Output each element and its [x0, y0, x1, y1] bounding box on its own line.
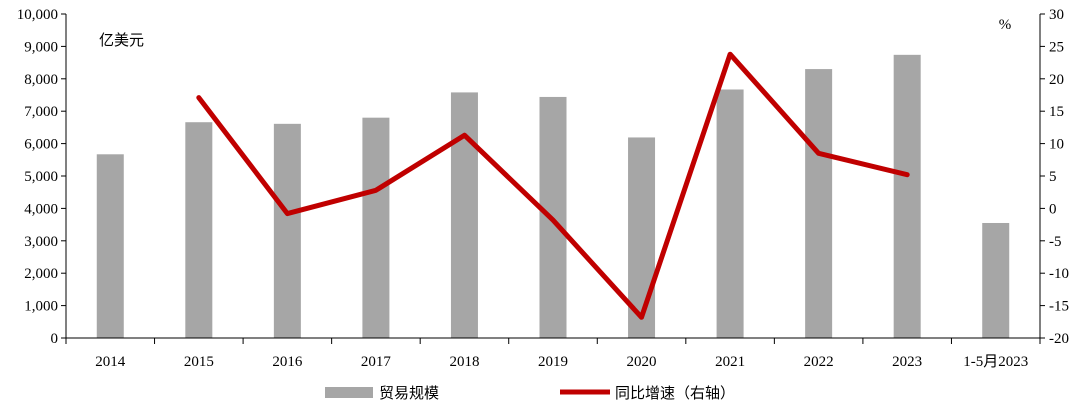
left-tick-label: 3,000 [24, 234, 58, 250]
bar-9 [893, 54, 921, 338]
left-tick-label: 0 [51, 331, 59, 347]
x-tick-label: 2016 [272, 354, 303, 370]
right-tick-label: 15 [1049, 104, 1064, 120]
bar-0 [96, 154, 124, 338]
left-tick-label: 2,000 [24, 266, 58, 282]
left-tick-label: 1,000 [24, 299, 58, 315]
right-tick-label: 20 [1049, 72, 1064, 88]
bar-3 [362, 117, 390, 339]
x-tick-label: 2015 [184, 354, 214, 370]
left-axis-unit: 亿美元 [99, 32, 144, 49]
x-tick-label: 2020 [627, 354, 657, 370]
bar-2 [273, 123, 301, 338]
x-tick-label: 2022 [804, 354, 834, 370]
left-tick-label: 8,000 [24, 72, 58, 88]
left-tick-label: 10,000 [17, 7, 58, 23]
x-tick-label: 1-5月2023 [963, 354, 1028, 370]
bar-7 [716, 89, 744, 338]
bar-8 [805, 69, 833, 338]
legend-bar-swatch [325, 387, 373, 398]
x-tick-label: 2018 [449, 354, 479, 370]
axes [61, 13, 1045, 344]
legend-bar-label: 贸易规模 [379, 385, 439, 402]
left-tick-label: 7,000 [24, 104, 58, 120]
right-tick-label: 0 [1049, 201, 1057, 217]
left-tick-label: 6,000 [24, 137, 58, 153]
right-tick-label: -10 [1049, 266, 1069, 282]
legend: 贸易规模 同比增速（右轴） [325, 385, 735, 402]
x-tick-label: 2023 [892, 354, 922, 370]
x-tick-label: 2014 [95, 354, 126, 370]
legend-line-label: 同比增速（右轴） [615, 385, 735, 402]
x-tick-label: 2017 [361, 354, 392, 370]
right-tick-label: -5 [1049, 234, 1062, 250]
right-tick-label: 25 [1049, 39, 1064, 55]
right-axis-unit: % [999, 17, 1012, 33]
right-tick-label: 10 [1049, 137, 1064, 153]
axis-labels: 0 1,000 2,000 3,000 4,000 5,000 6,000 7,000 8,00… [17, 7, 1069, 370]
bar-group [96, 54, 1010, 339]
bar-1 [185, 122, 213, 338]
line-group [196, 51, 910, 320]
bar-4 [450, 92, 478, 339]
left-tick-label: 5,000 [24, 169, 58, 185]
right-tick-label: -15 [1049, 299, 1069, 315]
right-tick-label: 5 [1049, 169, 1057, 185]
right-tick-label: 30 [1049, 7, 1064, 23]
x-tick-label: 2021 [715, 354, 745, 370]
bar-10 [982, 222, 1010, 338]
x-tick-label: 2019 [538, 354, 568, 370]
left-tick-label: 4,000 [24, 201, 58, 217]
right-tick-label: -20 [1049, 331, 1069, 347]
left-tick-label: 9,000 [24, 39, 58, 55]
